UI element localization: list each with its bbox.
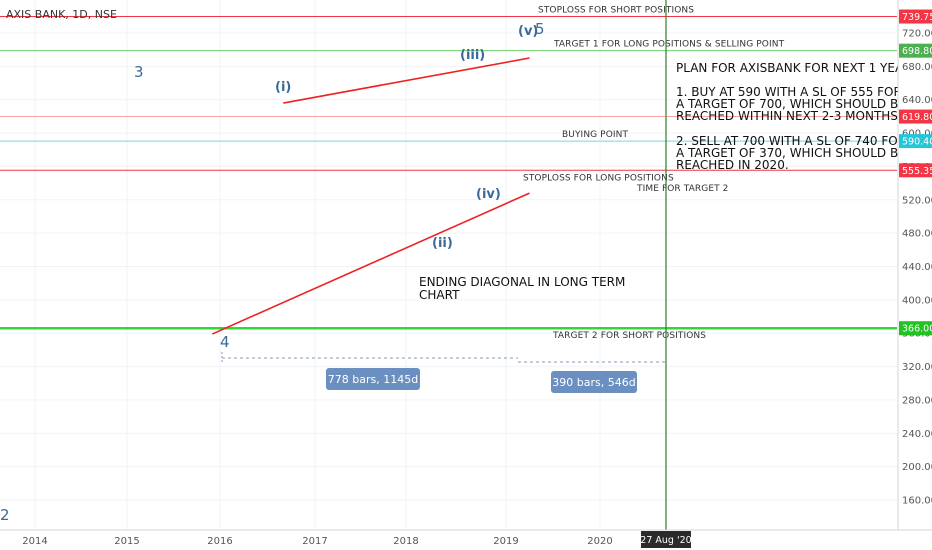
price-tick: 480.00 [902, 229, 932, 240]
measurements: 778 bars, 1145d 390 bars, 546d [221, 352, 665, 393]
time-tick: 2020 [587, 536, 612, 547]
price-tick: 520.00 [902, 195, 932, 206]
wave-label-iv: (iv) [476, 187, 501, 202]
plan-title: PLAN FOR AXISBANK FOR NEXT 1 YEAR [676, 61, 912, 75]
price-tag-resistance [899, 109, 932, 124]
plan-buy-line2: A TARGET OF 700, WHICH SHOULD BE [676, 97, 906, 111]
price-axis[interactable]: 160.00200.00240.00280.00320.00360.00400.… [897, 0, 932, 530]
time-tick: 2018 [393, 536, 418, 547]
level-label-target2-short: TARGET 2 FOR SHORT POSITIONS [552, 331, 706, 341]
bars-measure-1-label: 778 bars, 1145d [328, 373, 418, 386]
time-tick: 2014 [22, 536, 47, 547]
time-tick: 2016 [207, 536, 232, 547]
time-tick: 2015 [114, 536, 139, 547]
price-tick: 600.00 [902, 129, 932, 140]
price-tag-text-stoploss-short: 739.75 [902, 12, 932, 23]
horizontal-levels: STOPLOSS FOR SHORT POSITIONS TARGET 1 FOR… [0, 6, 897, 341]
level-label-stoploss-long: STOPLOSS FOR LONG POSITIONS [523, 173, 674, 183]
upper-trendline [283, 57, 530, 104]
price-tick: 640.00 [902, 95, 932, 106]
ending-diagonal-line2: CHART [419, 288, 460, 302]
price-tag-target1-long [899, 43, 932, 58]
current-date-tag [641, 531, 691, 548]
plan-sell-line1: 2. SELL AT 700 WITH A SL OF 740 FOR [676, 134, 906, 148]
wave-label-3: 3 [134, 63, 144, 81]
price-tag-text-buying-point: 590.40 [902, 137, 932, 148]
price-tick: 680.00 [902, 62, 932, 73]
time-tick: 2019 [493, 536, 518, 547]
time-target-label: TIME FOR TARGET 2 [636, 184, 729, 194]
grid [0, 0, 897, 530]
price-tag-text-target1-long: 698.80 [902, 46, 932, 57]
wave-label-v: (v) [518, 24, 538, 39]
trendlines [211, 57, 530, 335]
ending-diagonal-line1: ENDING DIAGONAL IN LONG TERM [419, 275, 625, 289]
price-tag-text-stoploss-long: 555.35 [902, 166, 932, 177]
price-tick: 240.00 [902, 429, 932, 440]
wave-label-2: 2 [0, 506, 10, 524]
price-tag-text-target2-short: 366.00 [902, 324, 932, 335]
time-axis-bg [0, 530, 932, 550]
price-tick: 160.00 [902, 496, 932, 507]
price-tick: 720.00 [902, 29, 932, 40]
symbol-label: AXIS BANK, 1D, NSE [6, 8, 117, 21]
wave-label-5: 5 [535, 20, 545, 38]
price-tag-target2-short [899, 321, 932, 336]
level-label-stoploss-short: STOPLOSS FOR SHORT POSITIONS [538, 6, 694, 16]
price-tick: 200.00 [902, 462, 932, 473]
price-tick: 320.00 [902, 362, 932, 373]
price-tag-stoploss-short [899, 9, 932, 24]
wave-label-i: (i) [275, 80, 291, 95]
price-tag-stoploss-long [899, 163, 932, 178]
lower-trendline [211, 192, 530, 335]
price-tick: 280.00 [902, 395, 932, 406]
price-tag-text-resistance: 619.80 [902, 112, 932, 123]
bars-measure-2-label: 390 bars, 546d [552, 376, 635, 389]
price-axis-bg [898, 0, 932, 530]
plan-buy-line3: REACHED WITHIN NEXT 2-3 MONTHS [676, 109, 898, 123]
level-label-buying-point: BUYING POINT [562, 130, 628, 140]
wave-label-ii: (ii) [432, 236, 453, 251]
wave-label-iii: (iii) [460, 48, 485, 63]
wave-label-4: 4 [220, 333, 230, 351]
plan-sell-line2: A TARGET OF 370, WHICH SHOULD BE [676, 146, 906, 160]
plan-buy-line1: 1. BUY AT 590 WITH A SL OF 555 FOR [676, 85, 902, 99]
price-tick: 400.00 [902, 295, 932, 306]
bars-measure-2-box [551, 371, 637, 393]
bars-measure-1-box [326, 368, 420, 390]
time-axis[interactable]: 2014 2015 2016 2017 2018 2019 2020 27 Aug '20 [0, 529, 932, 550]
price-tag-buying-point [899, 134, 932, 149]
current-date-label: 27 Aug '20 [640, 535, 691, 546]
time-tick: 2017 [302, 536, 327, 547]
level-label-target1-long: TARGET 1 FOR LONG POSITIONS & SELLING PO… [553, 40, 785, 50]
price-tick: 440.00 [902, 262, 932, 273]
plan-sell-line3: REACHED IN 2020. [676, 158, 789, 172]
